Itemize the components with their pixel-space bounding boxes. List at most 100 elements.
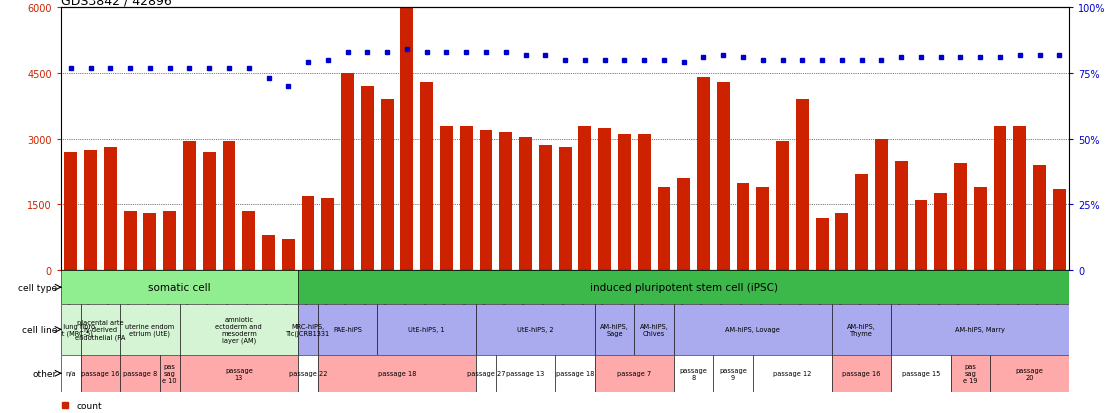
Bar bbox=[677, 179, 690, 271]
Bar bbox=[657, 188, 670, 271]
Text: passage 12: passage 12 bbox=[773, 370, 812, 376]
Bar bbox=[183, 142, 196, 271]
Bar bbox=[341, 74, 355, 271]
Bar bbox=[934, 194, 947, 271]
Bar bbox=[895, 161, 907, 271]
Bar bbox=[121, 355, 160, 392]
Bar bbox=[203, 152, 216, 271]
Bar bbox=[757, 188, 769, 271]
Bar bbox=[81, 355, 121, 392]
Bar bbox=[476, 355, 496, 392]
Bar bbox=[460, 126, 473, 271]
Bar bbox=[440, 126, 453, 271]
Bar bbox=[1053, 190, 1066, 271]
Text: passage 7: passage 7 bbox=[617, 370, 652, 376]
Bar bbox=[400, 8, 413, 271]
Text: passage 16: passage 16 bbox=[842, 370, 881, 376]
Bar bbox=[476, 304, 595, 355]
Bar bbox=[954, 164, 967, 271]
Bar bbox=[81, 304, 121, 355]
Text: induced pluripotent stem cell (iPSC): induced pluripotent stem cell (iPSC) bbox=[589, 282, 778, 292]
Bar bbox=[420, 83, 433, 271]
Text: MRC-hiPS,
Tic(JCRB1331: MRC-hiPS, Tic(JCRB1331 bbox=[286, 323, 330, 336]
Bar bbox=[598, 128, 611, 271]
Bar bbox=[104, 148, 116, 271]
Bar bbox=[634, 304, 674, 355]
Text: passage
9: passage 9 bbox=[719, 367, 747, 380]
Bar bbox=[832, 304, 891, 355]
Bar bbox=[381, 100, 393, 271]
Text: passage
8: passage 8 bbox=[679, 367, 708, 380]
Bar bbox=[753, 355, 832, 392]
Bar bbox=[321, 198, 335, 271]
Bar bbox=[480, 131, 492, 271]
Bar bbox=[951, 355, 991, 392]
Text: amniotic
ectoderm and
mesoderm
layer (AM): amniotic ectoderm and mesoderm layer (AM… bbox=[215, 316, 263, 343]
Bar bbox=[281, 240, 295, 271]
Bar bbox=[243, 211, 255, 271]
Bar bbox=[496, 355, 555, 392]
Bar bbox=[64, 152, 78, 271]
Bar bbox=[558, 148, 572, 271]
Text: placental arte
ry-derived
endothelial (PA: placental arte ry-derived endothelial (P… bbox=[75, 319, 125, 340]
Text: GDS3842 / 42896: GDS3842 / 42896 bbox=[61, 0, 172, 7]
Bar bbox=[298, 271, 1069, 304]
Text: AM-hiPS, Marry: AM-hiPS, Marry bbox=[955, 327, 1005, 332]
Bar bbox=[891, 355, 951, 392]
Bar bbox=[674, 304, 832, 355]
Bar bbox=[555, 355, 595, 392]
Bar bbox=[263, 235, 275, 271]
Bar bbox=[179, 304, 298, 355]
Bar bbox=[61, 271, 298, 304]
Bar bbox=[377, 304, 476, 355]
Bar bbox=[84, 150, 98, 271]
Text: cell line: cell line bbox=[22, 325, 57, 334]
Bar bbox=[595, 355, 674, 392]
Text: passage 16: passage 16 bbox=[81, 370, 120, 376]
Text: passage
20: passage 20 bbox=[1016, 367, 1044, 380]
Text: pas
sag
e 19: pas sag e 19 bbox=[963, 363, 977, 383]
Bar bbox=[318, 355, 476, 392]
Bar bbox=[618, 135, 630, 271]
Text: AM-hiPS,
Sage: AM-hiPS, Sage bbox=[601, 323, 629, 336]
Bar bbox=[835, 214, 849, 271]
Bar bbox=[121, 304, 179, 355]
Text: passage 8: passage 8 bbox=[123, 370, 157, 376]
Bar bbox=[301, 196, 315, 271]
Text: UtE-hiPS, 2: UtE-hiPS, 2 bbox=[517, 327, 554, 332]
Bar bbox=[223, 142, 235, 271]
Bar bbox=[538, 146, 552, 271]
Bar bbox=[674, 355, 714, 392]
Text: passage 18: passage 18 bbox=[378, 370, 417, 376]
Text: passage
13: passage 13 bbox=[225, 367, 253, 380]
Text: AM-hiPS,
Thyme: AM-hiPS, Thyme bbox=[848, 323, 876, 336]
Bar bbox=[1014, 126, 1026, 271]
Bar bbox=[1033, 166, 1046, 271]
Bar bbox=[163, 211, 176, 271]
Bar bbox=[974, 188, 987, 271]
Bar bbox=[61, 355, 81, 392]
Bar bbox=[832, 355, 891, 392]
Text: cell type: cell type bbox=[18, 283, 57, 292]
Text: n/a: n/a bbox=[65, 370, 76, 376]
Text: AM-hiPS,
Chives: AM-hiPS, Chives bbox=[639, 323, 668, 336]
Bar bbox=[891, 304, 1069, 355]
Text: somatic cell: somatic cell bbox=[148, 282, 211, 292]
Text: fetal lung fibro
blast (MRC-5): fetal lung fibro blast (MRC-5) bbox=[47, 323, 95, 336]
Text: passage 27: passage 27 bbox=[466, 370, 505, 376]
Bar bbox=[717, 83, 730, 271]
Bar bbox=[714, 355, 753, 392]
Bar bbox=[855, 174, 868, 271]
Text: pas
sag
e 10: pas sag e 10 bbox=[163, 363, 177, 383]
Bar bbox=[914, 201, 927, 271]
Text: passage 18: passage 18 bbox=[556, 370, 594, 376]
Bar bbox=[796, 100, 809, 271]
Text: passage 15: passage 15 bbox=[902, 370, 940, 376]
Text: AM-hiPS, Lovage: AM-hiPS, Lovage bbox=[726, 327, 780, 332]
Bar bbox=[298, 304, 318, 355]
Text: count: count bbox=[76, 401, 102, 410]
Bar bbox=[500, 133, 512, 271]
Bar bbox=[697, 78, 710, 271]
Bar bbox=[991, 355, 1069, 392]
Bar bbox=[815, 218, 829, 271]
